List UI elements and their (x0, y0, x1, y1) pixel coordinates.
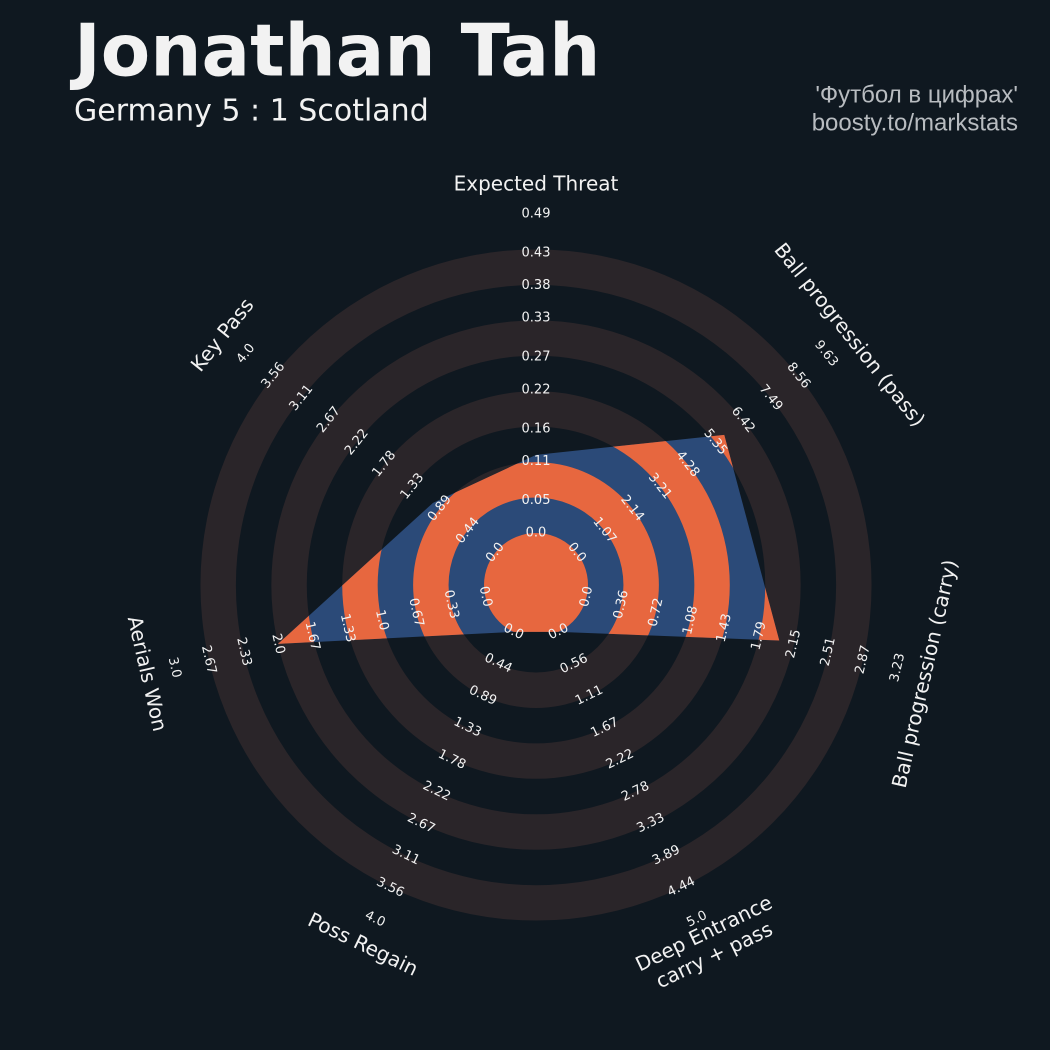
tick-label: 0.33 (522, 311, 551, 326)
chart-subtitle: Germany 5 : 1 Scotland (74, 94, 429, 129)
tick-label: 0.49 (522, 207, 551, 222)
tick-label: 1.43 (714, 612, 735, 644)
tick-label: 1.79 (749, 620, 770, 652)
tick-label: 0.0 (476, 585, 495, 609)
tick-label: 0.36 (611, 589, 632, 621)
tick-label: 0.22 (522, 382, 551, 397)
radar-highlight (277, 434, 780, 644)
tick-label: 1.67 (302, 620, 323, 652)
credit: boosty.to/markstats (812, 109, 1018, 136)
credit: 'Футбол в цифрах' (815, 81, 1018, 108)
tick-label: 0.72 (645, 597, 666, 629)
tick-label: 1.33 (337, 612, 358, 644)
tick-label: 0.11 (522, 454, 551, 469)
tick-label: 0.16 (522, 421, 551, 436)
tick-label: 0.33 (441, 589, 462, 621)
tick-label: 2.15 (783, 628, 804, 660)
tick-label: 2.87 (853, 644, 874, 676)
tick-label: 0.38 (522, 278, 551, 293)
axis-label: Expected Threat (454, 172, 619, 196)
tick-label: 0.43 (522, 246, 551, 261)
tick-label: 2.0 (268, 632, 287, 656)
tick-label: 2.67 (198, 644, 219, 676)
tick-label: 2.33 (233, 636, 254, 668)
chart-title: Jonathan Tah (69, 9, 600, 93)
tick-label: 1.0 (372, 608, 391, 632)
tick-label: 0.05 (522, 493, 551, 508)
tick-label: 0.27 (522, 350, 551, 365)
tick-label: 3.23 (887, 652, 908, 684)
tick-label: 0.0 (526, 526, 547, 541)
radar-ring (484, 533, 588, 637)
tick-label: 0.0 (577, 585, 596, 609)
tick-label: 0.67 (405, 597, 426, 629)
tick-label: 1.08 (680, 605, 701, 637)
tick-label: 3.0 (165, 656, 184, 680)
tick-label: 2.51 (818, 636, 839, 668)
